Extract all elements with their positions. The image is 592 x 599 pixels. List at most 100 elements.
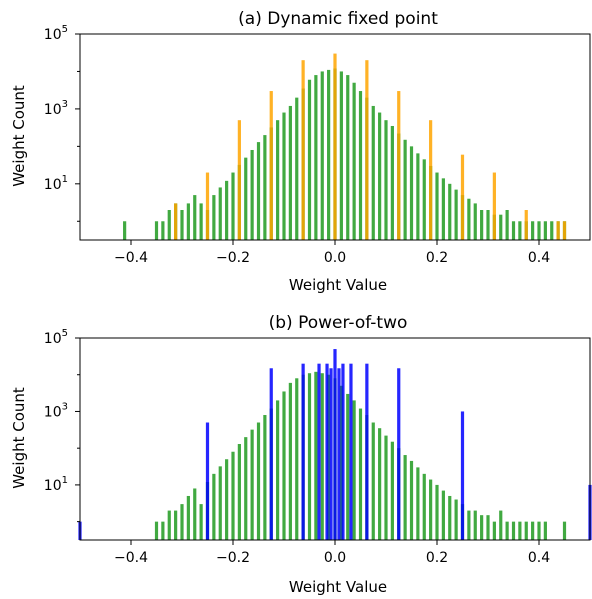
x-tick-label: 0.2: [426, 550, 448, 566]
bar: [518, 221, 522, 240]
x-axis-label: Weight Value: [289, 276, 387, 294]
bar: [282, 112, 286, 240]
bar: [320, 71, 324, 240]
bar: [467, 510, 471, 540]
bar: [524, 521, 528, 540]
bar: [231, 451, 235, 540]
bar: [288, 105, 292, 240]
y-axis-label: Weight Count: [10, 85, 28, 187]
bar: [256, 422, 261, 540]
y-axis-label: Weight Count: [10, 387, 28, 489]
bar: [244, 437, 248, 540]
bar: [371, 105, 375, 240]
bar: [212, 473, 216, 540]
bar: [263, 415, 267, 540]
bar: [269, 368, 273, 540]
series-1: [154, 371, 567, 540]
bar: [409, 146, 414, 240]
bar: [556, 221, 560, 240]
bar: [403, 455, 407, 540]
bar: [263, 135, 267, 240]
bar: [511, 221, 516, 240]
bar: [193, 488, 197, 540]
x-tick-label: −0.4: [114, 550, 148, 566]
bar: [384, 120, 388, 240]
bar: [205, 422, 210, 540]
bar: [205, 172, 210, 240]
bar: [499, 510, 503, 540]
bar: [199, 203, 203, 240]
bar: [422, 473, 426, 540]
bar: [295, 378, 299, 540]
bar: [167, 210, 171, 240]
bar: [329, 368, 333, 540]
bar: [301, 60, 305, 241]
bar: [416, 467, 420, 540]
bar: [505, 210, 509, 240]
bar: [225, 180, 229, 240]
series-1: [123, 68, 567, 241]
bar: [390, 125, 394, 240]
bar: [358, 408, 363, 540]
bar: [473, 203, 477, 240]
bar: [562, 221, 567, 240]
bar: [282, 391, 286, 540]
bar: [231, 172, 235, 240]
bar: [454, 499, 458, 540]
bar: [543, 521, 547, 540]
plot-area-b: −0.4 −0.2 0.0 0.2 0.4 101 103 105: [44, 328, 592, 566]
bar: [337, 368, 341, 540]
bar: [237, 444, 241, 540]
bar: [448, 183, 452, 240]
x-tick-label: 0.0: [324, 250, 346, 266]
bar: [562, 521, 567, 540]
bar: [454, 189, 458, 240]
x-tick-label: −0.2: [216, 550, 250, 566]
y-tick-label: 105: [44, 24, 68, 43]
bar: [358, 91, 363, 240]
bar: [307, 79, 312, 240]
bar: [154, 521, 159, 540]
bar: [397, 368, 401, 540]
bar: [269, 91, 273, 240]
bar: [161, 221, 165, 240]
bar: [492, 521, 496, 540]
bar: [524, 210, 528, 240]
bar: [180, 210, 184, 240]
bar: [448, 495, 452, 540]
bar: [123, 221, 127, 240]
bar: [314, 371, 318, 540]
x-tick-label: 0.4: [528, 250, 550, 266]
bar: [435, 484, 439, 540]
bar: [365, 60, 369, 241]
bar: [531, 521, 535, 540]
x-tick-label: 0.2: [426, 250, 448, 266]
bar: [186, 203, 190, 240]
bar: [307, 373, 312, 540]
bar: [349, 363, 353, 540]
bar: [499, 214, 503, 240]
bar: [288, 382, 292, 540]
bar: [543, 221, 547, 240]
bar: [174, 203, 178, 240]
bar: [276, 400, 280, 540]
bar: [441, 178, 445, 240]
bar: [244, 157, 248, 240]
bar: [317, 363, 321, 540]
bar: [435, 172, 439, 240]
bar: [212, 195, 216, 240]
bar: [537, 221, 541, 240]
bar: [352, 82, 356, 240]
bar: [320, 373, 324, 540]
bar: [199, 504, 203, 540]
bar: [467, 198, 471, 240]
bar: [341, 363, 345, 540]
bar: [346, 393, 350, 540]
bar: [429, 479, 433, 540]
bar: [403, 139, 407, 240]
bar: [314, 75, 318, 240]
bar: [397, 91, 401, 240]
bar: [325, 363, 329, 540]
bar: [301, 363, 305, 540]
